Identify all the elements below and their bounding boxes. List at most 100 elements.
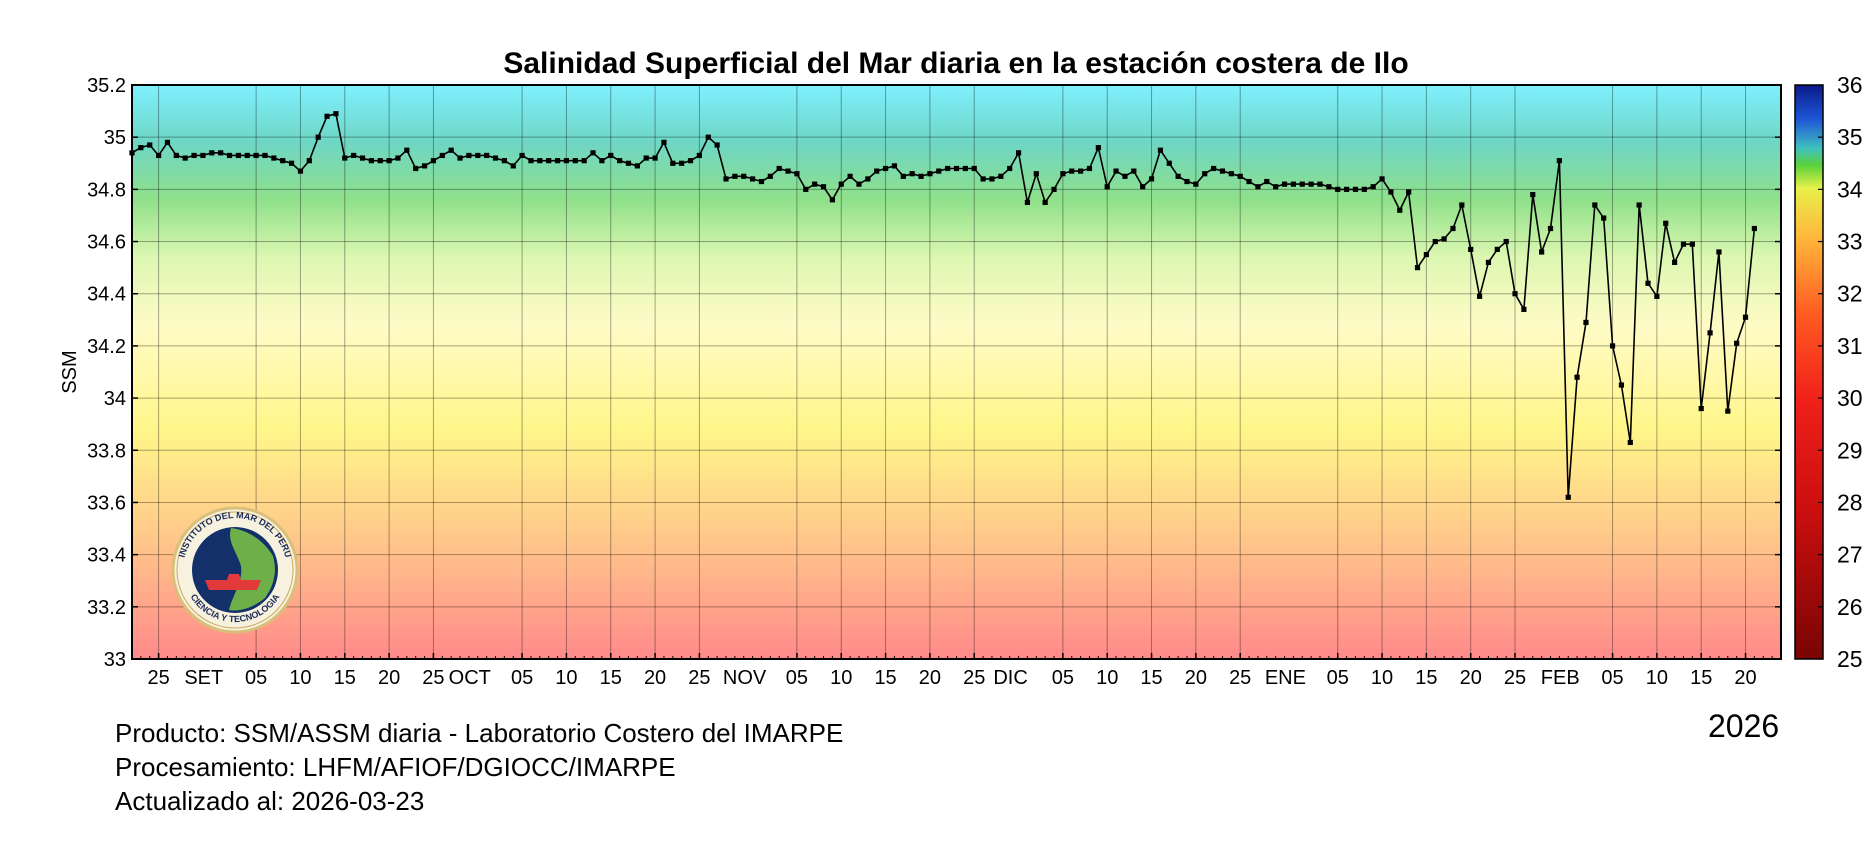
data-point: [1751, 225, 1758, 232]
data-point: [1095, 145, 1101, 151]
y-tick-label: 33.4: [87, 545, 126, 567]
data-point: [359, 155, 366, 161]
x-tick-label: 25: [1229, 667, 1251, 689]
data-point: [1007, 165, 1013, 172]
data-point: [989, 176, 995, 182]
x-tick-label: 25: [963, 667, 985, 689]
data-point: [1122, 173, 1128, 179]
data-point: [226, 152, 233, 159]
x-tick-label: 05: [511, 667, 533, 689]
data-point: [1211, 165, 1217, 172]
data-point: [838, 181, 844, 187]
x-tick-label: 20: [1185, 667, 1207, 689]
data-point: [209, 150, 215, 156]
y-tick-label: 35: [104, 127, 126, 149]
data-point: [874, 168, 880, 174]
x-month-label: OCT: [449, 667, 491, 689]
data-point: [1184, 178, 1190, 185]
y-tick-label: 33: [104, 649, 126, 671]
y-axis: 35.2 35 34.8 34.6 34.4 34.2 34 33.8 33.6 33.4 33.2…: [87, 75, 1781, 671]
data-point: [448, 147, 454, 153]
data-point: [519, 152, 525, 159]
data-point: [164, 139, 171, 145]
data-point: [200, 152, 206, 159]
colorbar-tick-label: 31: [1837, 333, 1863, 359]
x-month-label: NOV: [723, 667, 767, 689]
data-point: [643, 155, 649, 161]
data-point: [244, 152, 250, 159]
data-point: [785, 168, 791, 174]
data-point: [439, 152, 445, 159]
data-point: [705, 134, 711, 140]
footer-procesamiento: Procesamiento: LHFM/AFIOF/DGIOCC/IMARPE: [115, 752, 676, 782]
data-point: [1627, 439, 1633, 446]
data-point: [1078, 168, 1084, 174]
chart-title: Salinidad Superficial del Mar diaria en …: [503, 47, 1408, 80]
data-point: [1255, 184, 1261, 190]
data-point: [537, 158, 543, 164]
x-tick-label: 15: [334, 667, 356, 689]
x-tick-label: 20: [644, 667, 666, 689]
footer-year: 2026: [1708, 708, 1780, 744]
data-point: [1352, 186, 1359, 192]
data-point: [306, 158, 312, 164]
colorbar: [1794, 84, 1824, 660]
data-point: [687, 158, 694, 164]
data-point: [1193, 181, 1199, 187]
data-point: [1131, 168, 1137, 174]
data-point: [980, 176, 986, 182]
x-tick-label: 15: [874, 667, 896, 689]
data-point: [1140, 184, 1146, 190]
data-point: [1033, 171, 1039, 177]
data-point: [1672, 259, 1678, 266]
data-point: [998, 173, 1004, 179]
x-tick-label: 20: [378, 667, 400, 689]
data-point: [528, 158, 534, 164]
data-point: [1361, 186, 1367, 192]
data-point: [758, 178, 765, 185]
data-point: [324, 113, 330, 119]
data-point: [732, 173, 738, 179]
data-point: [457, 155, 463, 161]
data-point: [1379, 176, 1385, 182]
data-point: [1060, 171, 1066, 177]
data-point: [1069, 168, 1075, 174]
data-point: [182, 155, 188, 161]
data-point: [368, 158, 374, 164]
data-point: [342, 155, 348, 161]
data-point: [1237, 173, 1243, 179]
data-point: [670, 160, 676, 166]
data-point: [1175, 173, 1181, 179]
data-point: [1450, 225, 1456, 232]
data-point: [936, 168, 942, 174]
data-point: [1148, 176, 1155, 182]
data-point: [1521, 306, 1527, 312]
data-point: [510, 163, 516, 169]
data-point: [333, 111, 339, 117]
data-point: [749, 176, 756, 182]
data-point: [1308, 181, 1314, 187]
data-point: [413, 165, 419, 172]
data-point: [1228, 171, 1234, 177]
data-point: [1645, 280, 1651, 286]
data-point: [1326, 184, 1332, 190]
data-point: [271, 155, 277, 161]
x-tick-label: 25: [688, 667, 710, 689]
data-point: [288, 160, 295, 166]
footer-actualizado: Actualizado al: 2026-03-23: [115, 786, 425, 816]
data-point: [1689, 241, 1695, 247]
data-point: [1042, 199, 1048, 206]
data-point: [962, 165, 968, 172]
data-point: [829, 197, 835, 203]
y-tick-label: 33.2: [87, 597, 126, 619]
x-tick-label: 10: [289, 667, 311, 689]
data-point: [430, 158, 437, 164]
footer-producto: Producto: SSM/ASSM diaria - Laboratorio …: [115, 718, 844, 748]
data-point: [1388, 189, 1394, 195]
data-point: [421, 163, 428, 169]
colorbar-tick-label: 32: [1837, 281, 1863, 307]
data-point: [599, 158, 605, 164]
x-tick-label: 05: [786, 667, 808, 689]
x-tick-label: 25: [1504, 667, 1526, 689]
data-point: [1556, 158, 1562, 164]
